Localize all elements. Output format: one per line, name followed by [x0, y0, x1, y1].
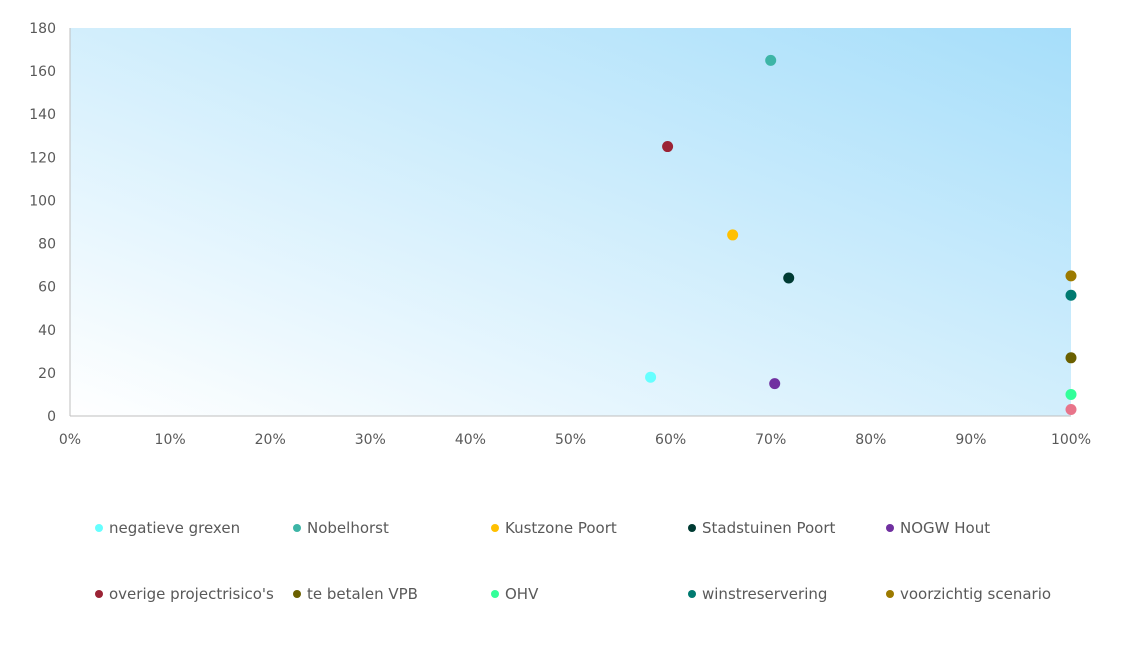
- data-point: [727, 229, 739, 241]
- data-point: [765, 54, 777, 66]
- y-tick-label: 40: [38, 323, 56, 339]
- data-point: [1065, 289, 1077, 301]
- data-point: [1065, 352, 1077, 364]
- x-tick-label: 10%: [155, 432, 186, 448]
- y-axis-ticks: 0 20 40 60 80 100 120 140 160 180: [29, 21, 56, 425]
- y-tick-label: 180: [29, 21, 56, 37]
- x-tick-label: 80%: [855, 432, 886, 448]
- data-points: [645, 54, 1077, 416]
- y-tick-label: 100: [29, 193, 56, 209]
- y-tick-label: 80: [38, 237, 56, 253]
- plot-area: [70, 28, 1071, 416]
- data-point: [1065, 270, 1077, 282]
- data-point: [662, 141, 674, 153]
- x-tick-label: 90%: [955, 432, 986, 448]
- x-tick-label: 60%: [655, 432, 686, 448]
- data-point: [1065, 404, 1077, 416]
- y-tick-label: 160: [29, 64, 56, 80]
- x-tick-label: 0%: [59, 432, 81, 448]
- data-point: [645, 371, 657, 383]
- data-point: [1065, 388, 1077, 400]
- data-point: [769, 378, 781, 390]
- x-tick-label: 20%: [255, 432, 286, 448]
- x-axis-ticks: 0% 10% 20% 30% 40% 50% 60% 70% 80% 90% 100%: [59, 432, 1091, 448]
- data-point: [783, 272, 795, 284]
- x-tick-label: 70%: [755, 432, 786, 448]
- y-tick-label: 0: [47, 409, 56, 425]
- x-tick-label: 50%: [555, 432, 586, 448]
- y-tick-label: 140: [29, 107, 56, 123]
- x-tick-label: 30%: [355, 432, 386, 448]
- x-tick-label: 100%: [1051, 432, 1091, 448]
- axes: [69, 28, 1071, 417]
- y-tick-label: 20: [38, 366, 56, 382]
- y-tick-label: 60: [38, 280, 56, 296]
- y-tick-label: 120: [29, 150, 56, 166]
- x-tick-label: 40%: [455, 432, 486, 448]
